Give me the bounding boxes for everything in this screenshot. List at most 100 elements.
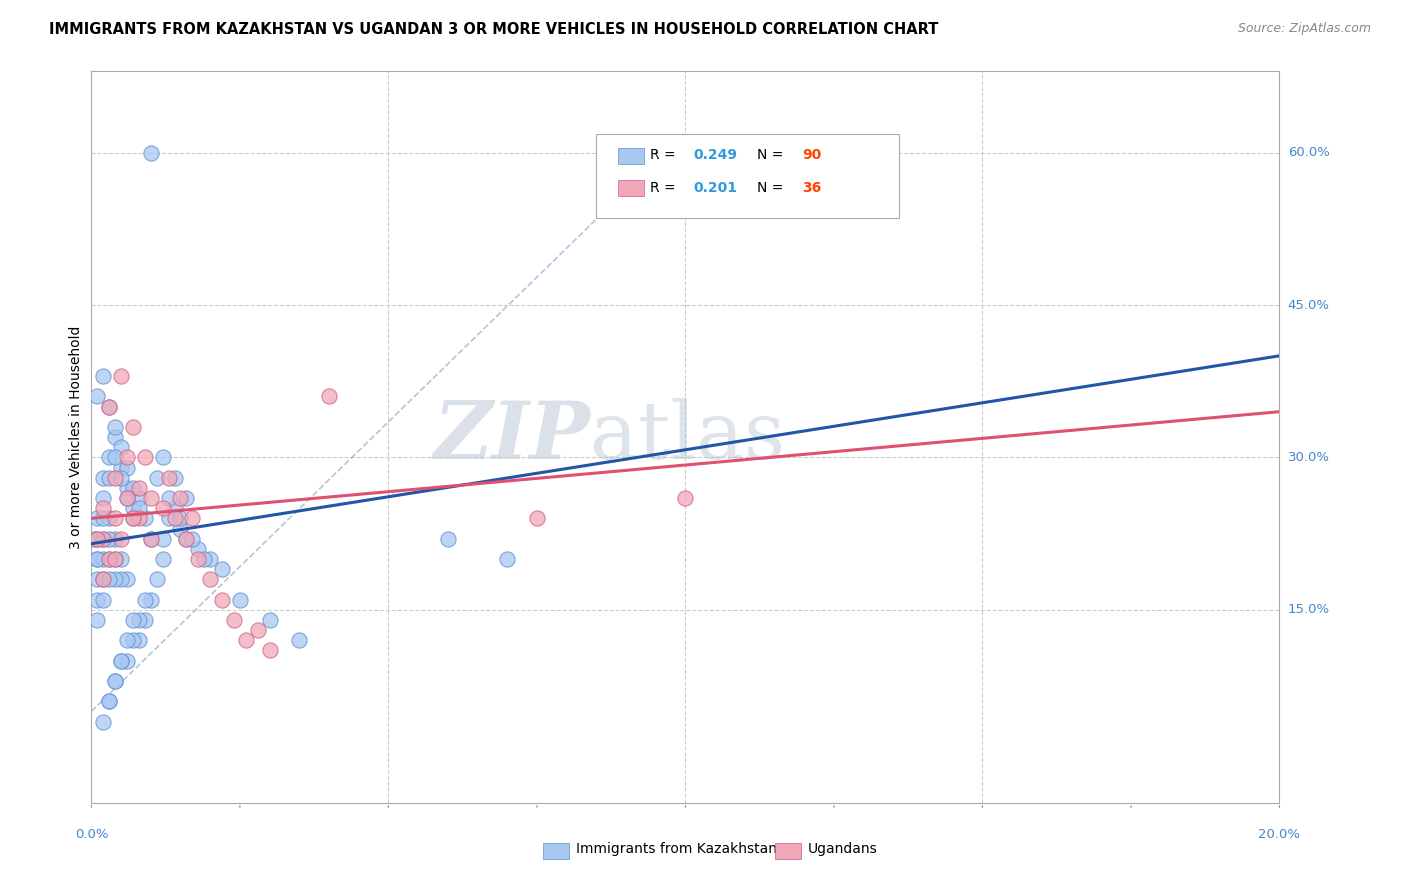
Point xyxy=(222,613,245,627)
Point xyxy=(122,633,145,648)
Point xyxy=(110,369,132,384)
Point xyxy=(187,541,209,556)
Point xyxy=(176,532,198,546)
Text: 60.0%: 60.0% xyxy=(1288,146,1330,159)
Point xyxy=(211,592,233,607)
Y-axis label: 3 or more Vehicles in Household: 3 or more Vehicles in Household xyxy=(69,326,83,549)
Text: N =: N = xyxy=(756,181,787,194)
Point xyxy=(139,145,162,160)
Point xyxy=(86,389,108,403)
Point xyxy=(229,592,252,607)
Point xyxy=(86,532,108,546)
Text: IMMIGRANTS FROM KAZAKHSTAN VS UGANDAN 3 OR MORE VEHICLES IN HOUSEHOLD CORRELATIO: IMMIGRANTS FROM KAZAKHSTAN VS UGANDAN 3 … xyxy=(49,22,939,37)
Point xyxy=(91,532,114,546)
Bar xyxy=(543,843,569,859)
Point xyxy=(110,440,132,454)
Point xyxy=(122,420,145,434)
Point xyxy=(98,694,121,708)
Text: N =: N = xyxy=(756,148,787,162)
Point xyxy=(86,552,108,566)
Point xyxy=(110,471,132,485)
Point xyxy=(91,572,114,586)
Point xyxy=(134,613,156,627)
Bar xyxy=(617,148,644,164)
Point xyxy=(200,552,222,566)
Point xyxy=(104,673,127,688)
Text: 90: 90 xyxy=(801,148,821,162)
Point xyxy=(91,592,114,607)
Point xyxy=(104,430,127,444)
Point xyxy=(152,552,174,566)
Text: 0.249: 0.249 xyxy=(693,148,738,162)
Point xyxy=(139,491,162,505)
Text: 20.0%: 20.0% xyxy=(1258,828,1301,841)
Point xyxy=(86,613,108,627)
Bar xyxy=(617,180,644,196)
Point xyxy=(115,491,138,505)
Point xyxy=(176,491,198,505)
Point xyxy=(259,643,281,657)
Text: 30.0%: 30.0% xyxy=(1288,450,1330,464)
Point xyxy=(86,572,108,586)
Point xyxy=(115,460,138,475)
Point xyxy=(110,654,132,668)
Point xyxy=(128,481,150,495)
Point xyxy=(83,532,105,546)
Point xyxy=(246,623,269,637)
Point xyxy=(86,552,108,566)
Point xyxy=(152,501,174,516)
Point xyxy=(176,532,198,546)
Text: atlas: atlas xyxy=(591,398,786,476)
Point xyxy=(91,369,114,384)
Point xyxy=(104,511,127,525)
Point xyxy=(134,450,156,465)
Point xyxy=(98,511,121,525)
Point xyxy=(98,471,121,485)
Point xyxy=(110,532,132,546)
Point xyxy=(193,552,215,566)
Point xyxy=(318,389,340,403)
Point xyxy=(526,511,548,525)
Point xyxy=(163,471,186,485)
Point xyxy=(104,450,127,465)
Point xyxy=(181,532,204,546)
Point xyxy=(110,654,132,668)
Point xyxy=(115,491,138,505)
Point xyxy=(496,552,519,566)
Point xyxy=(128,491,150,505)
Point xyxy=(211,562,233,576)
Text: Ugandans: Ugandans xyxy=(808,842,877,856)
Point xyxy=(436,532,458,546)
FancyBboxPatch shape xyxy=(596,134,900,218)
Point xyxy=(98,572,121,586)
Point xyxy=(169,521,191,535)
Point xyxy=(104,572,127,586)
Point xyxy=(169,511,191,525)
Point xyxy=(200,572,222,586)
Point xyxy=(163,511,186,525)
Point xyxy=(163,501,186,516)
Point xyxy=(98,532,121,546)
Text: 0.201: 0.201 xyxy=(693,181,738,194)
Point xyxy=(91,471,114,485)
Point xyxy=(104,673,127,688)
Text: Immigrants from Kazakhstan: Immigrants from Kazakhstan xyxy=(576,842,778,856)
Point xyxy=(134,511,156,525)
Point xyxy=(115,654,138,668)
Point xyxy=(104,532,127,546)
Text: Source: ZipAtlas.com: Source: ZipAtlas.com xyxy=(1237,22,1371,36)
Point xyxy=(157,511,180,525)
Point xyxy=(122,501,145,516)
Text: 15.0%: 15.0% xyxy=(1288,603,1330,616)
Point xyxy=(122,511,145,525)
Point xyxy=(91,491,114,505)
Point xyxy=(673,491,696,505)
Point xyxy=(235,633,257,648)
Point xyxy=(145,572,167,586)
Point xyxy=(115,633,138,648)
Point xyxy=(157,471,180,485)
Point xyxy=(128,633,150,648)
Point xyxy=(110,460,132,475)
Point xyxy=(98,552,121,566)
Point xyxy=(122,613,145,627)
